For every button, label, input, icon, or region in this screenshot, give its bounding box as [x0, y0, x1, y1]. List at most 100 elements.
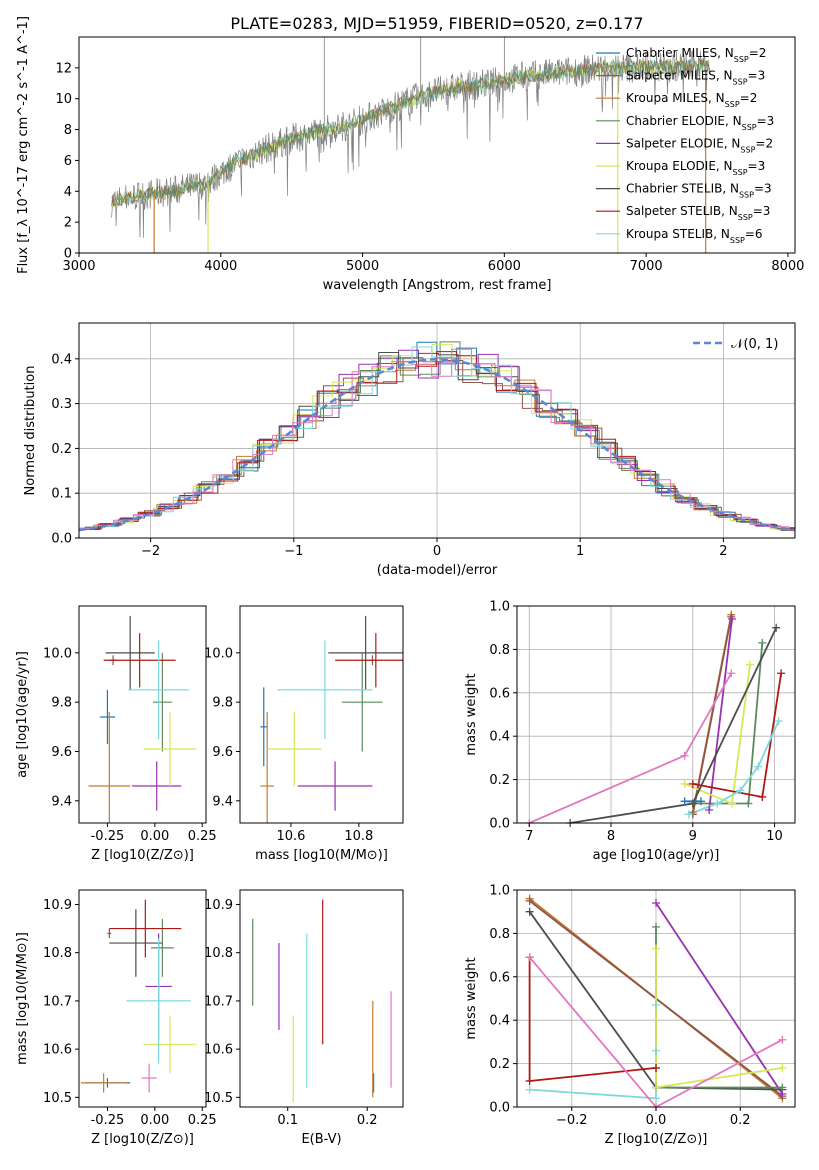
legend-entry: Chabrier ELODIE, NSSP=3 — [626, 114, 774, 132]
model-fit-3 — [111, 58, 710, 207]
x-tick-label: 0.25 — [188, 829, 217, 844]
spectrum-legend: Chabrier MILES, NSSP=2 Salpeter MILES, NS… — [596, 46, 774, 244]
mass-weight-marker — [680, 751, 689, 760]
mass-weight-marker — [758, 638, 767, 647]
x-tick-label: 7000 — [630, 259, 663, 274]
y-tick-label: 9.4 — [51, 794, 72, 809]
mass-weight-marker — [652, 1001, 660, 1010]
legend-entry: Kroupa MILES, NSSP=2 — [626, 91, 757, 109]
mass-weight-series-4 — [708, 618, 733, 811]
mass-weight-marker — [684, 810, 693, 819]
legend-entry: Chabrier MILES, NSSP=2 — [626, 46, 766, 64]
mass-weight-marker — [652, 1083, 660, 1092]
x-axis-label: Z [log10(Z/Z⊙)] — [91, 1132, 194, 1147]
y-tick-label: 10.5 — [43, 1091, 72, 1106]
mass-weight-marker — [525, 1076, 534, 1085]
y-tick-label: 10.6 — [204, 1043, 233, 1058]
y-tick-label: 0.1 — [51, 487, 72, 502]
mass-weight-marker — [705, 805, 714, 814]
y-tick-label: 0 — [64, 247, 72, 262]
x-tick-label: 7 — [525, 829, 533, 844]
x-tick-label: 3000 — [62, 259, 95, 274]
y-tick-label: 9.4 — [212, 794, 233, 809]
y-axis-label: Flux [f_λ 10^-17 erg cm^-2 s^-1 A^-1] — [16, 16, 31, 274]
mass-vs-Z-plot-area — [80, 899, 197, 1093]
x-axis-label: Z [log10(Z/Z⊙)] — [91, 848, 194, 863]
y-tick-label: 10.5 — [204, 1091, 233, 1106]
mass-vs-EBV-panel: 0.1 0.2 10.5 10.6 10.7 10.8 10.9 E(B-V) — [204, 889, 404, 1147]
y-axis-label: mass [log10(M/M⊙)] — [15, 932, 30, 1065]
mass-weight-marker — [652, 1046, 660, 1055]
y-tick-label: 0.0 — [51, 532, 72, 547]
y-tick-label: 1.0 — [489, 600, 510, 615]
y-tick-label: 0.0 — [489, 817, 510, 832]
y-tick-label: 4 — [64, 185, 72, 200]
y-tick-label: 9.8 — [51, 696, 72, 711]
x-tick-label: 0.2 — [730, 1113, 751, 1128]
age-vs-Z-panel: -0.25 0.00 0.25 9.4 9.6 9.8 10.0 Z [log10(Z/Z⊙)… — [15, 605, 217, 863]
y-tick-label: 9.8 — [212, 696, 233, 711]
residual-histogram-plot-area — [79, 341, 795, 532]
y-tick-label: 10.0 — [43, 646, 72, 661]
axes-frame — [516, 605, 796, 824]
age-vs-mass-plot-area — [260, 615, 403, 823]
legend-entry: Chabrier STELIB, NSSP=3 — [626, 182, 772, 200]
y-tick-label: 0.3 — [51, 397, 72, 412]
y-tick-label: 0.4 — [489, 730, 510, 745]
age-vs-mass-panel: 10.6 10.8 9.4 9.6 9.8 10.0 mass [log10(M/M⊙)] — [204, 605, 404, 863]
x-axis-label: (data-model)/error — [377, 563, 498, 578]
legend-entry: Kroupa STELIB, NSSP=6 — [626, 227, 763, 245]
mass-weight-marker — [758, 792, 767, 801]
mass-weight-marker — [728, 799, 737, 808]
mass-weight-marker — [772, 623, 781, 632]
y-tick-label: 0.6 — [489, 970, 510, 985]
y-tick-label: 1.0 — [489, 884, 510, 899]
y-tick-label: 9.6 — [51, 745, 72, 760]
y-tick-label: 10 — [55, 92, 72, 107]
mass-weight-marker — [680, 797, 689, 806]
mass-weight-marker — [688, 779, 697, 788]
axes-frame — [239, 605, 404, 824]
model-fit-5 — [111, 58, 710, 208]
x-tick-label: 0.2 — [357, 1113, 378, 1128]
residual-histogram-4 — [80, 349, 795, 530]
y-tick-label: 0.8 — [489, 643, 510, 658]
y-tick-label: 0.2 — [51, 442, 72, 457]
legend-entry: Salpeter MILES, NSSP=3 — [626, 69, 765, 87]
axes-frame — [78, 605, 207, 824]
x-tick-label: 0.1 — [277, 1113, 298, 1128]
axes-frame — [239, 889, 404, 1108]
residual-histogram-6 — [80, 352, 795, 530]
legend-entry: Salpeter STELIB, NSSP=3 — [626, 204, 770, 222]
mass-weight-marker — [652, 1094, 660, 1103]
legend-entry: Salpeter ELODIE, NSSP=2 — [626, 136, 773, 154]
x-axis-label: wavelength [Angstrom, rest frame] — [323, 278, 552, 293]
x-axis-label: Z [log10(Z/Z⊙)] — [605, 1132, 708, 1147]
mass-weight-marker — [778, 1083, 787, 1092]
mass-weight-marker — [713, 799, 722, 808]
normal-curve — [79, 358, 795, 532]
y-axis-label: Normed distribution — [23, 366, 38, 496]
x-tick-label: 10 — [766, 829, 783, 844]
y-tick-label: 6 — [64, 154, 72, 169]
mass-weight-marker — [652, 899, 660, 908]
spectrum-panel: 3000 4000 5000 6000 7000 8000 0 2 4 6 8 10 12 wavelen… — [16, 16, 804, 293]
mass-weight-marker — [727, 669, 736, 678]
y-tick-label: 0.2 — [489, 1057, 510, 1072]
axes-frame — [78, 36, 796, 254]
y-tick-label: 0.4 — [51, 352, 72, 367]
x-tick-label: 8000 — [771, 259, 804, 274]
mass-vs-EBV-plot-area — [252, 899, 392, 1103]
mass-weight-marker — [525, 896, 534, 905]
age-vs-Z-plot-area — [88, 615, 197, 823]
mass-weight-marker — [652, 1063, 660, 1072]
mass-weight-marker — [754, 762, 763, 771]
mass-weight-marker — [652, 944, 660, 953]
x-tick-label: 0.25 — [188, 1113, 217, 1128]
legend-entry: Kroupa ELODIE, NSSP=3 — [626, 159, 765, 177]
y-tick-label: 0.8 — [489, 927, 510, 942]
mass-weight-marker — [525, 953, 534, 962]
x-axis-label: age [log10(age/yr)] — [593, 848, 720, 863]
mass-weight-marker — [744, 799, 753, 808]
